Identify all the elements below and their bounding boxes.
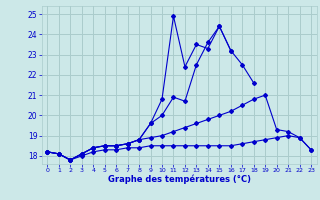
X-axis label: Graphe des températures (°C): Graphe des températures (°C) — [108, 175, 251, 184]
